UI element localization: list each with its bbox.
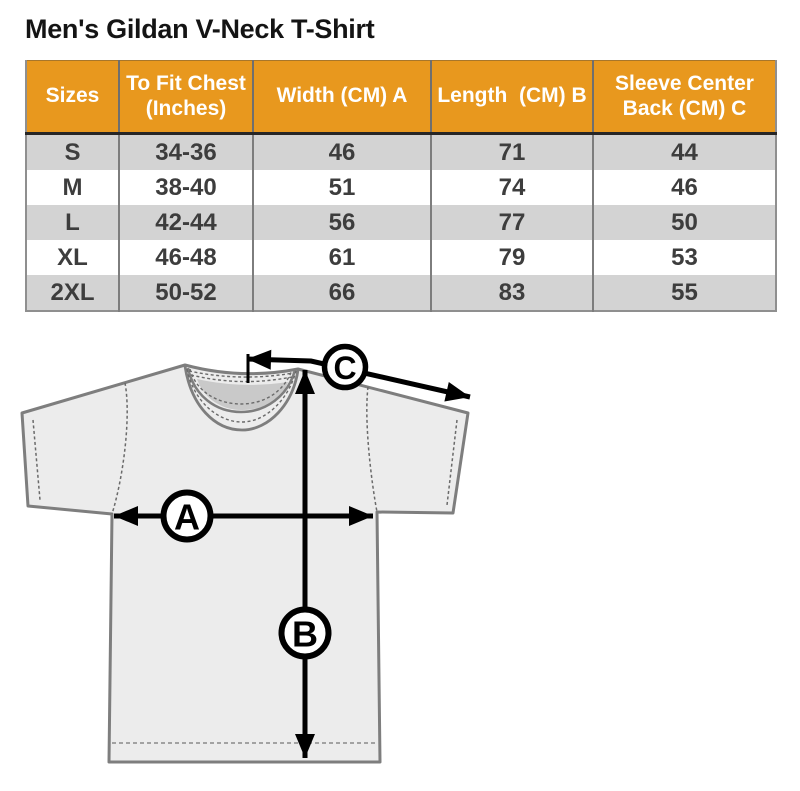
- size-row-xl: XL 46-48 61 79 53: [26, 240, 776, 275]
- cell-size: 2XL: [26, 275, 119, 311]
- cell-width: 46: [252, 133, 431, 170]
- cell-sleeve: 50: [592, 205, 776, 240]
- left-sleeve-hem-stitch: [32, 419, 41, 501]
- cell-length: 83: [430, 275, 593, 311]
- width-marker-letter: A: [174, 497, 200, 538]
- cell-sleeve: 53: [592, 240, 776, 275]
- length-marker-badge: [278, 606, 332, 660]
- cell-sleeve: 46: [592, 170, 776, 205]
- size-table: Sizes To Fit Chest (Inches) Width (CM) A…: [25, 60, 777, 312]
- width-marker-badge: [160, 489, 214, 543]
- cell-chest: 50-52: [118, 275, 253, 311]
- cell-length: 77: [430, 205, 593, 240]
- cell-width: 51: [252, 170, 431, 205]
- left-armhole-seam: [111, 382, 128, 515]
- col-header-chest: To Fit Chest (Inches): [118, 60, 253, 135]
- col-header-length: Length (CM) B: [430, 60, 593, 135]
- cell-chest: 46-48: [118, 240, 253, 275]
- cell-width: 56: [252, 205, 431, 240]
- cell-chest: 42-44: [118, 205, 253, 240]
- cell-chest: 34-36: [118, 133, 253, 170]
- cell-width: 61: [252, 240, 431, 275]
- cell-length: 71: [430, 133, 593, 170]
- page-title: Men's Gildan V-Neck T-Shirt: [25, 14, 375, 44]
- size-row-l: L 42-44 56 77 50: [26, 205, 776, 240]
- sleeve-marker-letter: C: [333, 350, 356, 386]
- cell-length: 74: [430, 170, 593, 205]
- col-header-width: Width (CM) A: [252, 60, 431, 135]
- sleeve-measure-arrow: [246, 349, 471, 402]
- cell-size: M: [26, 170, 119, 205]
- sleeve-marker-badge: [321, 343, 369, 391]
- cell-sleeve: 44: [592, 133, 776, 170]
- size-row-m: M 38-40 51 74 46: [26, 170, 776, 205]
- table-header-row: Sizes To Fit Chest (Inches) Width (CM) A…: [26, 60, 776, 135]
- col-header-sizes: Sizes: [26, 60, 119, 135]
- cell-chest: 38-40: [118, 170, 253, 205]
- tshirt-body: [20, 363, 470, 764]
- size-row-2xl: 2XL 50-52 66 83 55: [26, 275, 776, 311]
- tshirt-measurement-diagram: A B C: [20, 343, 471, 764]
- cell-sleeve: 55: [592, 275, 776, 311]
- cell-width: 66: [252, 275, 431, 311]
- length-marker-letter: B: [292, 614, 318, 655]
- col-header-sleeve: Sleeve Center Back (CM) C: [592, 60, 776, 135]
- cell-length: 79: [430, 240, 593, 275]
- cell-size: L: [26, 205, 119, 240]
- size-row-s: S 34-36 46 71 44: [26, 133, 776, 170]
- cell-size: XL: [26, 240, 119, 275]
- cell-size: S: [26, 133, 119, 170]
